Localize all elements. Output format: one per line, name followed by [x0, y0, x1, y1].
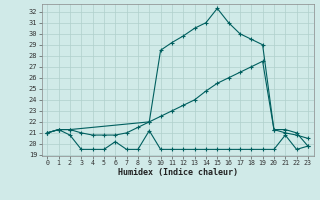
X-axis label: Humidex (Indice chaleur): Humidex (Indice chaleur) — [118, 168, 237, 177]
